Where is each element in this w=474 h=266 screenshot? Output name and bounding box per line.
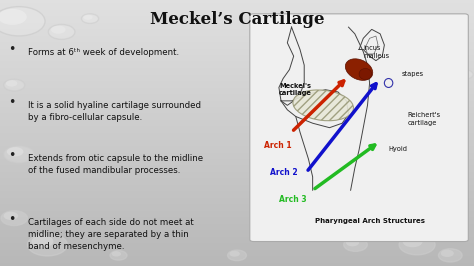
Circle shape <box>7 147 24 156</box>
Circle shape <box>112 251 121 256</box>
Ellipse shape <box>293 90 354 121</box>
Text: Arch 1: Arch 1 <box>264 141 292 150</box>
Circle shape <box>1 211 27 226</box>
Ellipse shape <box>359 68 372 80</box>
Text: Cartilages of each side do not meet at
midline; they are separated by a thin
ban: Cartilages of each side do not meet at m… <box>28 218 194 251</box>
Circle shape <box>441 250 454 257</box>
Circle shape <box>0 9 27 25</box>
Circle shape <box>346 239 359 246</box>
Circle shape <box>4 212 18 220</box>
Circle shape <box>31 235 54 247</box>
Circle shape <box>438 249 462 262</box>
Text: Meckel’s Cartilage: Meckel’s Cartilage <box>150 11 324 28</box>
Circle shape <box>399 235 435 255</box>
Text: •: • <box>9 43 16 56</box>
Circle shape <box>228 250 246 261</box>
Circle shape <box>458 70 467 76</box>
FancyBboxPatch shape <box>250 14 468 242</box>
Text: stapes: stapes <box>401 71 423 77</box>
Circle shape <box>4 146 34 163</box>
Circle shape <box>4 79 25 91</box>
Circle shape <box>435 26 449 34</box>
Text: Arch 2: Arch 2 <box>271 168 298 177</box>
Text: incus
malleus: incus malleus <box>363 45 390 59</box>
Text: Meckel's
cartilage: Meckel's cartilage <box>279 83 312 97</box>
Circle shape <box>27 234 67 256</box>
Circle shape <box>6 80 18 86</box>
Circle shape <box>48 24 75 39</box>
Ellipse shape <box>346 59 373 80</box>
Circle shape <box>403 236 422 247</box>
Circle shape <box>344 238 367 251</box>
Circle shape <box>432 24 459 39</box>
Text: Pharyngeal Arch Structures: Pharyngeal Arch Structures <box>315 218 425 224</box>
Circle shape <box>82 14 99 23</box>
Circle shape <box>456 70 473 79</box>
Circle shape <box>110 251 127 260</box>
Text: Extends from otic capsule to the midline
of the fused mandibular processes.: Extends from otic capsule to the midline… <box>28 154 203 176</box>
Text: Arch 3: Arch 3 <box>279 195 307 204</box>
Text: It is a solid hyaline cartilage surrounded
by a fibro-cellular capsule.: It is a solid hyaline cartilage surround… <box>28 101 201 122</box>
Circle shape <box>229 251 240 257</box>
Text: Hyoid: Hyoid <box>389 146 408 152</box>
Text: •: • <box>9 213 16 226</box>
Text: Reichert's
cartilage: Reichert's cartilage <box>408 112 441 126</box>
Circle shape <box>83 15 92 20</box>
Text: Forms at 6ᵗʰ week of development.: Forms at 6ᵗʰ week of development. <box>28 48 180 57</box>
Circle shape <box>51 26 65 34</box>
Text: •: • <box>9 149 16 162</box>
Circle shape <box>0 7 45 36</box>
Text: •: • <box>9 96 16 109</box>
